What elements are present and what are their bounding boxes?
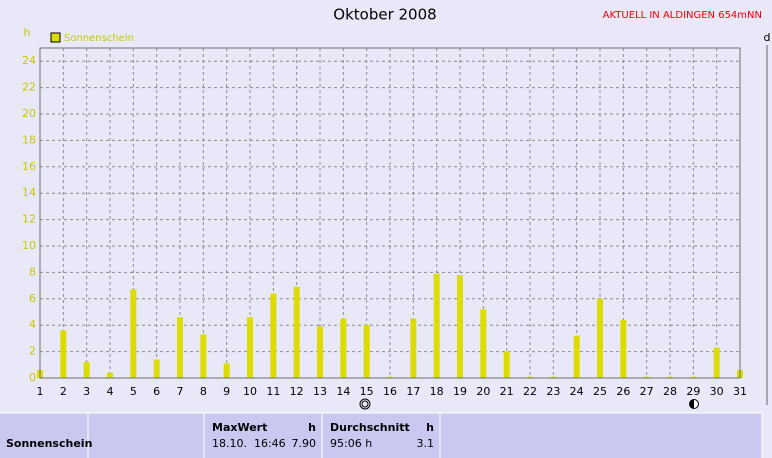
x-unit: d <box>764 31 771 44</box>
x-tick-label: 18 <box>430 385 444 398</box>
x-tick-label: 20 <box>476 385 490 398</box>
bar <box>713 347 720 378</box>
y-tick-label: 2 <box>29 345 36 358</box>
bar <box>293 286 300 378</box>
table: Sonnenschein MaxWert h 18.10. 16:46 7.90… <box>0 412 763 458</box>
bar <box>387 376 393 378</box>
x-tick-label: 22 <box>523 385 537 398</box>
x-tick-label: 3 <box>83 385 90 398</box>
x-tick-label: 30 <box>710 385 724 398</box>
bar <box>690 376 697 378</box>
bar <box>480 309 487 378</box>
cell: 7.90 <box>292 437 317 450</box>
bar <box>270 293 277 378</box>
bar <box>83 362 90 378</box>
x-tick-label: 4 <box>107 385 114 398</box>
y-tick-label: 8 <box>29 265 36 278</box>
bar <box>317 326 323 378</box>
x-tick-label: 26 <box>616 385 630 398</box>
bar <box>550 376 557 378</box>
y-tick-label: 18 <box>22 133 36 146</box>
bar <box>573 335 580 378</box>
plot-frame <box>39 47 741 379</box>
bar <box>340 318 347 378</box>
bar <box>527 376 533 378</box>
bar <box>643 376 650 378</box>
x-tick-label: 13 <box>313 385 327 398</box>
col-header: Durchschnitt <box>330 421 410 434</box>
x-tick-label: 12 <box>290 385 304 398</box>
y-tick-label: 20 <box>22 107 36 120</box>
y-tick-label: 16 <box>22 160 36 173</box>
x-tick-label: 23 <box>546 385 560 398</box>
y-tick-label: 22 <box>22 81 36 94</box>
bar <box>130 289 137 378</box>
x-tick-label: 7 <box>177 385 184 398</box>
bar <box>503 351 510 378</box>
row-label: Sonnenschein <box>6 437 92 450</box>
bar <box>153 359 160 378</box>
x-tick-label: 9 <box>223 385 230 398</box>
bar <box>597 298 603 378</box>
bar <box>457 275 463 378</box>
cell: 95:06 h <box>330 437 372 450</box>
y-tick-label: 24 <box>22 54 36 67</box>
x-tick-label: 21 <box>500 385 514 398</box>
x-tick-label: 10 <box>243 385 257 398</box>
x-tick-label: 8 <box>200 385 207 398</box>
x-tick-label: 19 <box>453 385 467 398</box>
x-tick-label: 1 <box>37 385 44 398</box>
y-tick-label: 0 <box>29 371 36 384</box>
bar <box>200 334 207 378</box>
col-header: MaxWert <box>212 421 267 434</box>
table-bg <box>0 413 762 458</box>
x-tick-label: 24 <box>570 385 584 398</box>
x-tick-label: 5 <box>130 385 137 398</box>
y-tick-label: 14 <box>22 186 36 199</box>
x-tick-label: 17 <box>406 385 420 398</box>
new-moon <box>689 399 699 409</box>
legend-label: Sonnenschein <box>64 33 134 44</box>
x-tick-label: 31 <box>733 385 747 398</box>
x-tick-label: 27 <box>640 385 654 398</box>
legend-swatch <box>50 32 61 43</box>
bar <box>433 273 440 378</box>
cell: 18.10. 16:46 <box>212 437 286 450</box>
bar <box>223 363 230 378</box>
x-tick-label: 16 <box>383 385 397 398</box>
cell: 3.1 <box>417 437 435 450</box>
x-tick-label: 6 <box>153 385 160 398</box>
full-moon <box>359 398 371 410</box>
annotation: AKTUELL IN ALDINGEN 654mNN <box>603 10 762 21</box>
bar <box>247 317 253 378</box>
x-tick-label: 25 <box>593 385 607 398</box>
col-unit: h <box>308 421 316 434</box>
x-tick-label: 2 <box>60 385 67 398</box>
x-tick-label: 29 <box>686 385 700 398</box>
bar <box>620 319 627 378</box>
bar <box>60 330 67 378</box>
y-unit: h <box>24 26 31 39</box>
bar <box>177 317 183 378</box>
bar <box>107 372 113 378</box>
bar <box>667 376 673 378</box>
x-tick-label: 11 <box>266 385 280 398</box>
y-tick-label: 6 <box>29 292 36 305</box>
y-tick-label: 4 <box>29 318 36 331</box>
y-tick-label: 12 <box>22 213 36 226</box>
col-unit: h <box>426 421 434 434</box>
y-tick-label: 10 <box>22 239 36 252</box>
chart-title: Oktober 2008 <box>333 6 436 24</box>
x-tick-label: 14 <box>336 385 350 398</box>
bar <box>410 318 417 378</box>
x-tick-label: 15 <box>360 385 374 398</box>
bar <box>363 325 370 378</box>
x-tick-label: 28 <box>663 385 677 398</box>
